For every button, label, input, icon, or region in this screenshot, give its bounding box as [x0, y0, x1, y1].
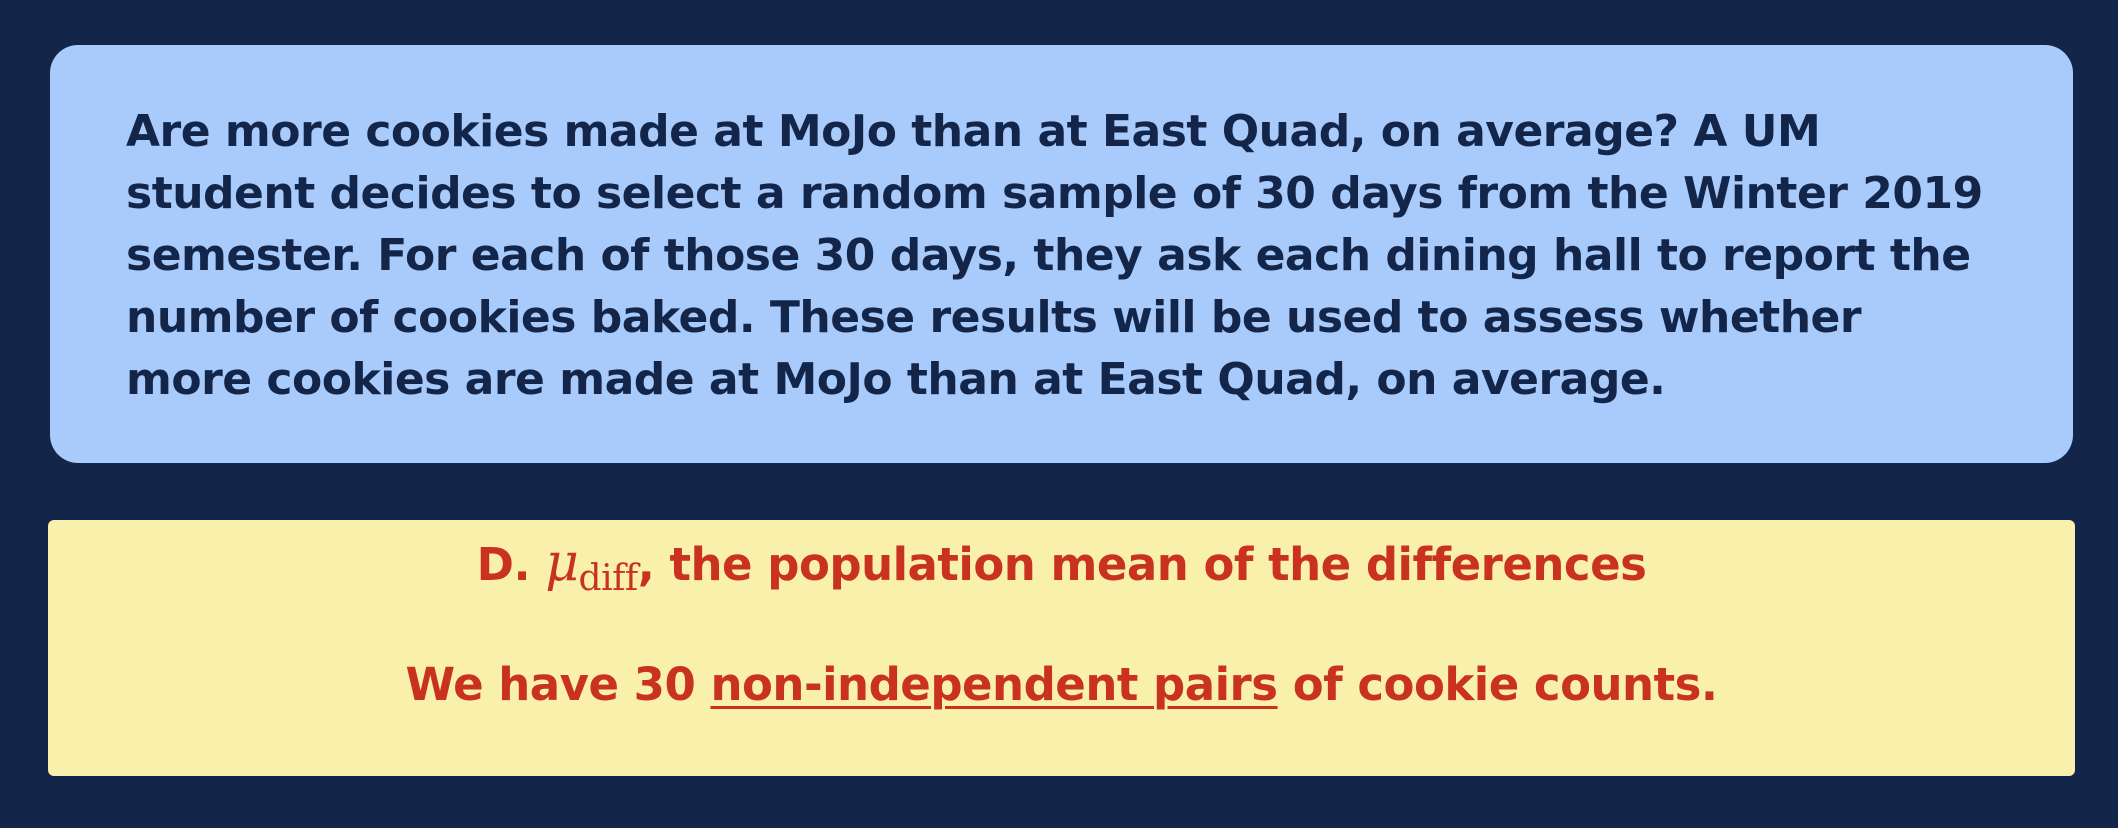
question-box: Are more cookies made at MoJo than at Ea… — [50, 45, 2073, 463]
answer-description: , the population mean of the differences — [637, 538, 1647, 591]
option-label: D. — [476, 538, 531, 591]
explanation-after: of cookie counts. — [1277, 658, 1718, 711]
explanation-before: We have 30 — [405, 658, 711, 711]
mu-subscript: diff — [578, 558, 639, 599]
mu-symbol: μ — [545, 533, 579, 593]
answer-box: D. μdiff, the population mean of the dif… — [48, 520, 2075, 776]
question-text: Are more cookies made at MoJo than at Ea… — [126, 106, 1983, 405]
explanation-underlined: non-independent pairs — [710, 658, 1278, 711]
answer-choice-line: D. μdiff, the population mean of the dif… — [48, 528, 2075, 604]
answer-explanation-line: We have 30 non-independent pairs of cook… — [48, 650, 2075, 720]
